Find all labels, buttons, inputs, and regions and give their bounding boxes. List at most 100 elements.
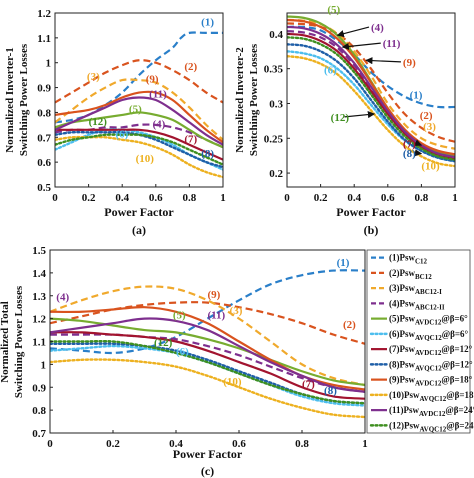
annotation-arrow <box>365 57 401 65</box>
annotation-arrow <box>414 139 423 147</box>
annotation-label-6: (6) <box>115 128 128 140</box>
y-tick-label: 0.8 <box>32 405 46 417</box>
series-10-line <box>50 358 365 419</box>
x-tick-label: 1 <box>452 192 458 204</box>
annotation-label-7: (7) <box>403 138 416 150</box>
series-3-line <box>287 18 455 150</box>
y-tick-label: 1 <box>41 359 47 371</box>
y-tick-label: 1.2 <box>37 8 51 20</box>
series-12-line <box>287 36 455 162</box>
annotation-label-12: (12) <box>154 337 173 349</box>
plot-frame <box>286 12 456 188</box>
annotation-label-10: (10) <box>136 153 155 165</box>
y-axis-label: Switching Power Losses <box>248 43 260 156</box>
series-3-line <box>55 78 223 141</box>
annotation-label-11: (11) <box>383 38 401 50</box>
panel-c-total-losses: 0 0.2 0.4 0.6 0.8 1 0.7 0.8 0.9 1 1.1 1.2 1.3 1.4 1.5 P… <box>0 245 368 478</box>
x-tick-label: 0.6 <box>381 192 395 204</box>
legend-entry-1: (1)PswC12 <box>389 253 428 266</box>
y-tick-label: 1.4 <box>32 268 46 280</box>
annotation-label-2: (2) <box>343 319 356 331</box>
annotation-arrow <box>336 26 370 38</box>
legend-entry-10: (10)PswAVQC12@β=18° <box>389 390 474 403</box>
series-7-line <box>50 331 365 400</box>
y-tick-label: 0.5 <box>37 182 51 194</box>
annotation-label-2: (2) <box>184 61 197 73</box>
y-tick-label: 1.1 <box>32 337 46 349</box>
annotation-label-7: (7) <box>302 378 315 390</box>
y-tick-label: 0.9 <box>37 83 51 95</box>
annotation-label-6: (6) <box>176 346 189 358</box>
series-lines <box>50 269 365 419</box>
annotation-label-3: (3) <box>230 305 243 317</box>
legend-box <box>366 249 471 434</box>
annotation-label-1: (1) <box>337 257 350 269</box>
legend-entry-12: (12)PswAVQC12@β=24° <box>389 420 474 433</box>
annotation-label-4: (4) <box>371 22 384 34</box>
panel-label: (a) <box>132 223 146 237</box>
y-tick-label: 0.7 <box>37 132 51 144</box>
annotation-arrow <box>344 110 376 119</box>
y-tick-label: 1.2 <box>32 314 46 326</box>
y-tick-label: 0.2 <box>269 168 283 180</box>
y-tick-label: 1 <box>46 58 52 70</box>
annotation-label-1: (1) <box>201 16 214 28</box>
annotation-label-4: (4) <box>152 118 165 130</box>
y-tick-label: 1.1 <box>37 33 51 45</box>
series-3-line <box>50 285 365 387</box>
series-4-line <box>50 333 365 393</box>
annotation-label-1: (1) <box>410 90 423 102</box>
x-axis-label: Power Factor <box>104 205 174 219</box>
y-tick-label: 0.6 <box>37 157 51 169</box>
legend-entry-3: (3)PswABC12-I <box>389 283 442 296</box>
series-lines <box>287 15 455 168</box>
y-tick-label: 0.8 <box>37 107 51 119</box>
annotation-label-8: (8) <box>403 148 416 160</box>
annotation-label-8: (8) <box>324 385 337 397</box>
y-tick-label: 1.5 <box>32 245 46 257</box>
legend-entry-8: (8)PswAVQC12@β=12° <box>389 359 473 372</box>
annotation-label-9: (9) <box>208 289 221 301</box>
x-tick-label: 0.2 <box>82 192 96 204</box>
y-axis-label: Normalized Total <box>0 301 11 383</box>
y-axis-label: Switching Power Losses <box>18 43 30 156</box>
legend-entry-6: (6)PswAVQC12@β=6° <box>389 329 468 342</box>
annotation-label-10: (10) <box>223 376 242 388</box>
y-tick-label: 0.35 <box>264 64 284 76</box>
annotation-label-5: (5) <box>129 103 142 115</box>
x-axis-label: Power Factor <box>336 205 406 219</box>
series-10-line <box>287 54 455 168</box>
series-11-line <box>50 317 365 393</box>
annotation-arrow <box>341 42 381 51</box>
annotation-label-4: (4) <box>56 291 69 303</box>
plot-frame <box>54 12 224 188</box>
annotation-label-3: (3) <box>87 71 100 83</box>
series-5-line <box>55 111 223 149</box>
y-tick-label: 0.4 <box>269 29 283 41</box>
y-tick-label: 0.25 <box>264 133 284 145</box>
annotation-label-5: (5) <box>173 310 186 322</box>
x-tick-label: 0.4 <box>169 438 183 450</box>
series-1-line <box>50 269 365 355</box>
x-tick-label: 0.6 <box>232 438 246 450</box>
x-tick-label: 0.8 <box>415 192 429 204</box>
annotation-label-11: (11) <box>149 89 167 101</box>
x-tick-label: 1 <box>220 192 226 204</box>
series-9-line <box>287 18 455 156</box>
y-tick-label: 0.7 <box>32 428 46 440</box>
y-tick-label: 0.9 <box>32 382 46 394</box>
series-7-line <box>287 32 455 161</box>
series-12-line <box>50 339 365 405</box>
x-tick-label: 0.8 <box>295 438 309 450</box>
annotation-label-9: (9) <box>403 57 416 69</box>
y-axis-label: Normalized Inverter-2 <box>234 47 246 153</box>
legend: (1)PswC12 (2)PswBC12 (3)PswABC12-I (4)PswAB… <box>366 249 474 434</box>
series-7-line <box>55 128 223 161</box>
x-tick-label: 0.4 <box>115 192 129 204</box>
annotation-label-2: (2) <box>420 110 433 122</box>
series-2-line <box>55 59 223 104</box>
x-axis-label: Power Factor <box>173 447 243 461</box>
series-11-line <box>287 25 455 159</box>
legend-entry-11: (11)PswAVDC12@β=24° <box>389 405 474 418</box>
